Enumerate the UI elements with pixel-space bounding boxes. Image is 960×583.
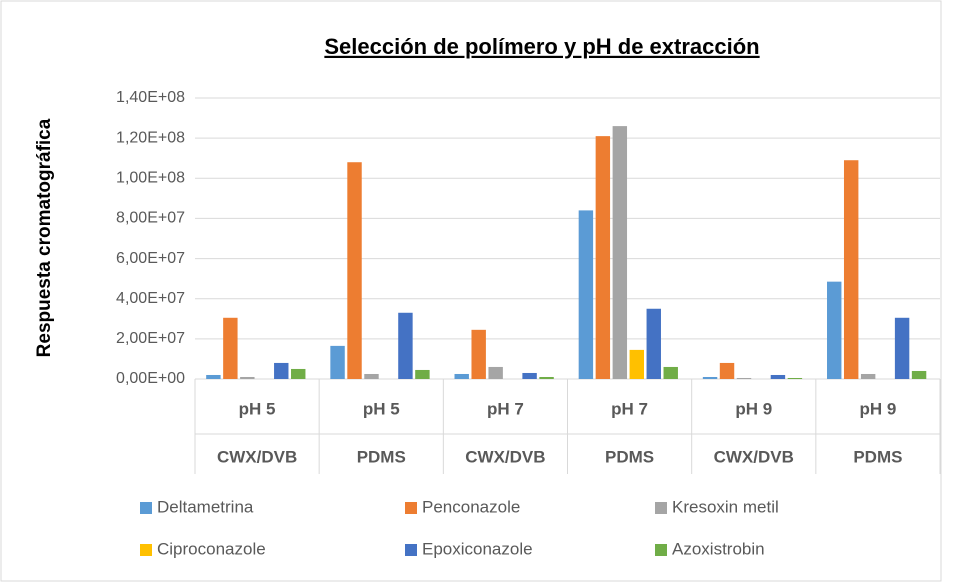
y-axis-title: Respuesta cromatográfica bbox=[34, 118, 55, 357]
bar bbox=[843, 160, 859, 379]
y-tick-label: 6,00E+07 bbox=[116, 250, 185, 267]
legend-label: Deltametrina bbox=[157, 497, 254, 516]
bar bbox=[330, 345, 345, 379]
x-tick-label: pH 7 bbox=[487, 399, 524, 418]
x-tick-label: pH 5 bbox=[239, 399, 276, 418]
bar bbox=[663, 366, 678, 379]
y-tick-label: 4,00E+07 bbox=[116, 290, 185, 307]
x-subcategory-label: CWX/DVB bbox=[714, 447, 794, 466]
legend-label: Azoxistrobin bbox=[672, 539, 765, 558]
y-tick-label: 0,00E+00 bbox=[116, 370, 185, 387]
bar bbox=[539, 376, 554, 379]
bar bbox=[770, 374, 786, 379]
legend-swatch bbox=[405, 544, 417, 556]
bar bbox=[454, 373, 469, 379]
legend-swatch bbox=[655, 544, 667, 556]
bar bbox=[595, 136, 611, 379]
y-tick-label: 2,00E+07 bbox=[116, 330, 185, 347]
bar bbox=[364, 373, 379, 379]
y-tick-label: 1,40E+08 bbox=[116, 89, 185, 106]
bar bbox=[646, 308, 661, 379]
legend-swatch bbox=[140, 544, 152, 556]
bar bbox=[223, 317, 238, 379]
legend-label: Penconazole bbox=[422, 497, 520, 516]
y-tick-label: 8,00E+07 bbox=[116, 210, 185, 227]
bar bbox=[702, 376, 718, 379]
bar bbox=[274, 362, 289, 379]
x-subcategory-label: PDMS bbox=[853, 447, 902, 466]
bar bbox=[488, 366, 503, 379]
bar bbox=[827, 281, 842, 379]
x-subcategory-label: CWX/DVB bbox=[217, 447, 297, 466]
legend-label: Ciproconazole bbox=[157, 539, 266, 558]
bar bbox=[612, 126, 628, 379]
bar bbox=[240, 376, 255, 379]
bar bbox=[894, 317, 910, 379]
y-tick-label: 1,00E+08 bbox=[116, 170, 185, 187]
legend-swatch bbox=[655, 502, 667, 514]
y-tick-label: 1,20E+08 bbox=[116, 129, 185, 146]
x-tick-label: pH 9 bbox=[735, 399, 772, 418]
bar bbox=[629, 349, 645, 379]
x-tick-label: pH 7 bbox=[611, 399, 648, 418]
bar bbox=[719, 362, 735, 379]
bar bbox=[911, 370, 927, 379]
legend-swatch bbox=[405, 502, 417, 514]
bar bbox=[291, 368, 306, 379]
bar bbox=[415, 369, 430, 379]
legend-label: Epoxiconazole bbox=[422, 539, 533, 558]
chart-title: Selección de polímero y pH de extracción bbox=[324, 34, 759, 59]
bar bbox=[398, 312, 413, 379]
bar bbox=[860, 373, 876, 379]
bar bbox=[206, 374, 221, 379]
bar bbox=[787, 377, 803, 379]
x-tick-label: pH 5 bbox=[363, 399, 400, 418]
x-subcategory-label: CWX/DVB bbox=[465, 447, 545, 466]
legend-swatch bbox=[140, 502, 152, 514]
bar bbox=[522, 372, 537, 379]
bar bbox=[471, 329, 486, 379]
x-subcategory-label: PDMS bbox=[605, 447, 654, 466]
bar bbox=[578, 210, 594, 379]
x-tick-label: pH 9 bbox=[859, 399, 896, 418]
bar bbox=[347, 162, 362, 379]
bar bbox=[736, 377, 752, 379]
x-subcategory-label: PDMS bbox=[357, 447, 406, 466]
legend-label: Kresoxin metil bbox=[672, 497, 779, 516]
